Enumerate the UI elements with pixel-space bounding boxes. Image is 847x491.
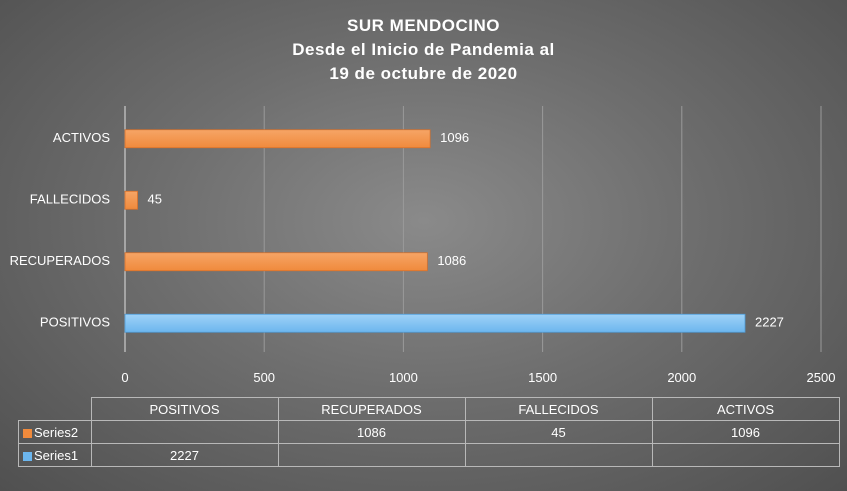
series2-swatch xyxy=(23,428,32,438)
data-table: POSITIVOS RECUPERADOS FALLECIDOS ACTIVOS… xyxy=(18,397,840,467)
data-table-header: FALLECIDOS xyxy=(464,397,653,421)
data-table-cell xyxy=(464,443,653,467)
bar xyxy=(124,129,431,149)
series1-legend: Series1 xyxy=(18,443,92,467)
data-table-cell: 2227 xyxy=(90,443,279,467)
data-label: 1096 xyxy=(440,130,469,145)
bar xyxy=(124,252,428,272)
series1-swatch xyxy=(23,451,32,461)
data-label: 1086 xyxy=(437,253,466,268)
data-table-cell: 1086 xyxy=(277,420,466,444)
chart-title: SUR MENDOCINO Desde el Inicio de Pandemi… xyxy=(0,14,847,86)
data-table-header: ACTIVOS xyxy=(651,397,840,421)
data-table-row-series1: Series1 2227 xyxy=(18,443,840,467)
category-label: POSITIVOS xyxy=(40,314,110,329)
data-table-header: POSITIVOS xyxy=(90,397,279,421)
x-tick-label: 0 xyxy=(121,370,128,385)
data-table-header: RECUPERADOS xyxy=(277,397,466,421)
data-table-header-row: POSITIVOS RECUPERADOS FALLECIDOS ACTIVOS xyxy=(18,397,840,421)
data-table-cell: 45 xyxy=(464,420,653,444)
data-table-cell xyxy=(651,443,840,467)
category-label: FALLECIDOS xyxy=(30,191,111,206)
data-table-cell: 1096 xyxy=(651,420,840,444)
bar xyxy=(124,190,138,210)
series2-name: Series2 xyxy=(34,424,79,440)
data-table-corner xyxy=(18,397,92,421)
x-tick-label: 2500 xyxy=(807,370,836,385)
bar xyxy=(124,313,746,333)
x-tick-label: 2000 xyxy=(667,370,696,385)
series1-name: Series1 xyxy=(34,447,79,463)
data-table-row-series2: Series2 1086 45 1096 xyxy=(18,420,840,444)
bar-chart: 0 500 1000 1500 2000 2500 POSITIVOS RECUPERADOS… xyxy=(10,106,836,385)
data-table-cell xyxy=(277,443,466,467)
chart-title-line-3: 19 de octubre de 2020 xyxy=(329,64,518,83)
chart-title-line-1: SUR MENDOCINO xyxy=(347,16,500,35)
category-label: RECUPERADOS xyxy=(10,253,111,268)
x-tick-label: 500 xyxy=(253,370,275,385)
data-label: 45 xyxy=(148,191,162,206)
x-tick-label: 1500 xyxy=(528,370,557,385)
data-label: 2227 xyxy=(755,314,784,329)
x-tick-label: 1000 xyxy=(389,370,418,385)
category-label: ACTIVOS xyxy=(53,130,110,145)
data-table-cell xyxy=(90,420,279,444)
series2-legend: Series2 xyxy=(18,420,92,444)
chart-title-line-2: Desde el Inicio de Pandemia al xyxy=(292,40,555,59)
